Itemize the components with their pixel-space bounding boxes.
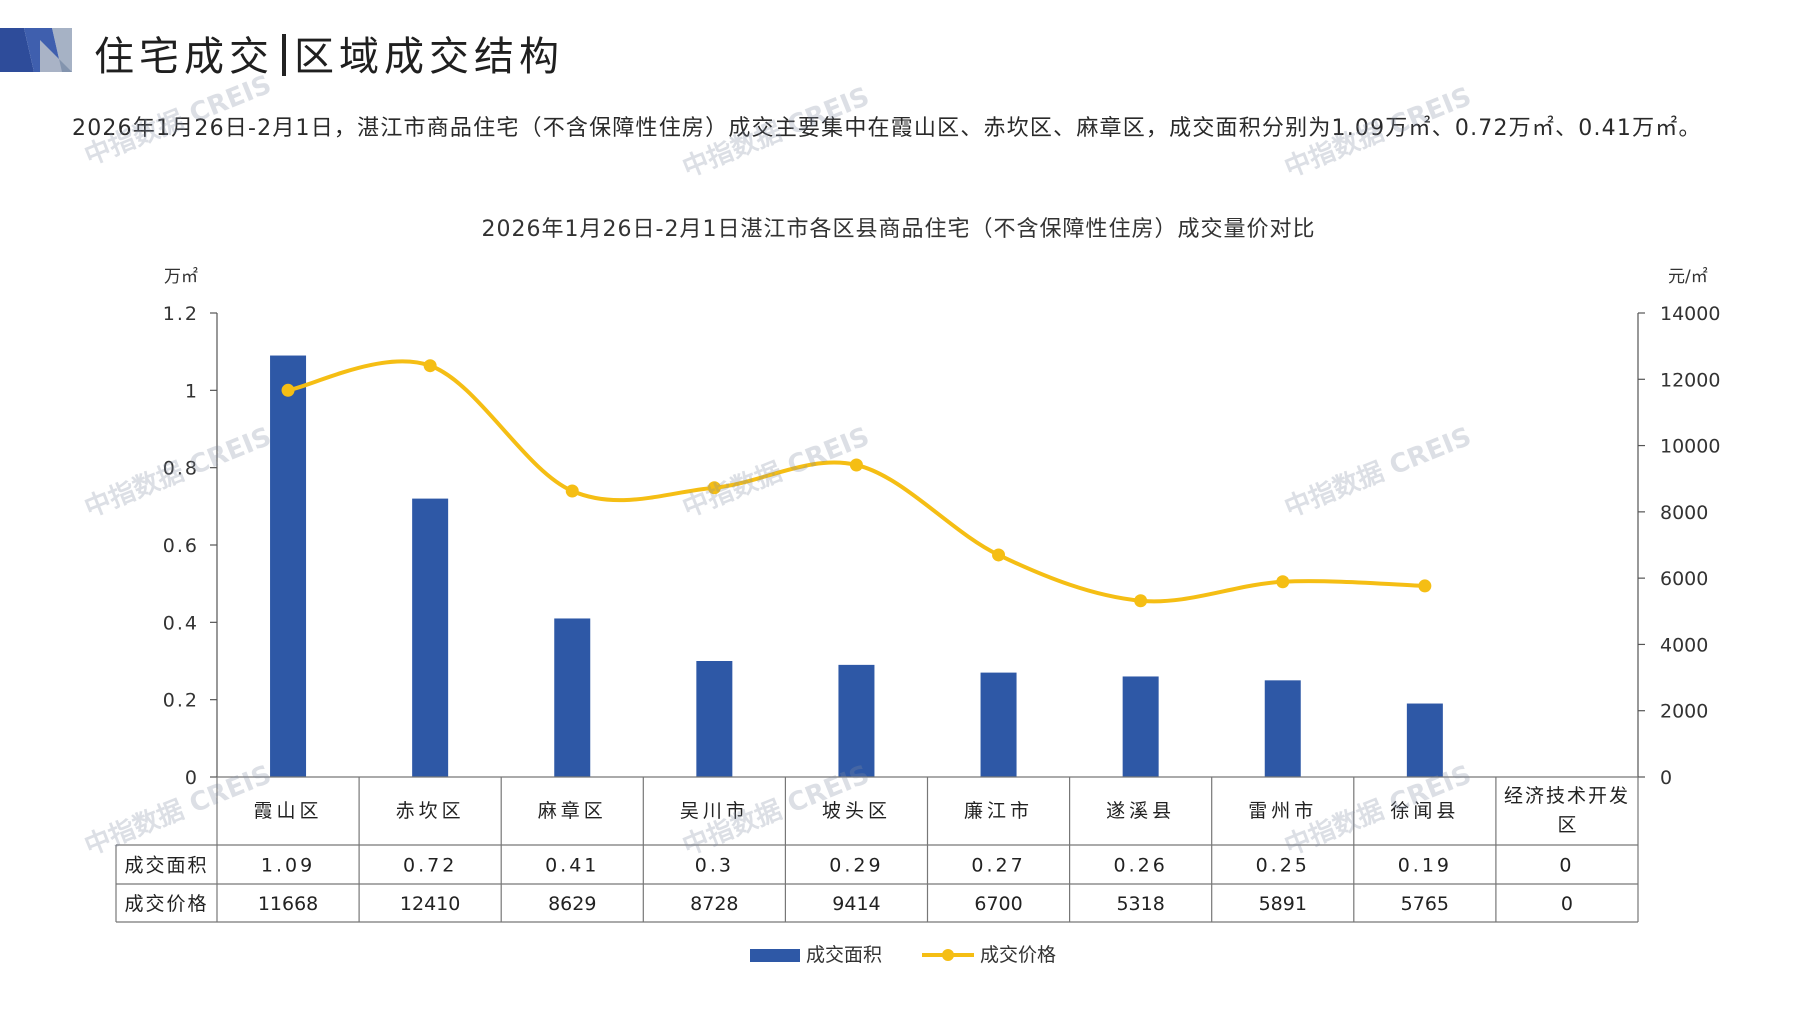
legend-label-price: 成交价格 [980,944,1057,966]
title-divider [282,34,286,76]
table-category-label: 赤坎区 [396,800,465,822]
left-tick-label: 0.8 [163,458,199,480]
price-point [565,484,579,498]
right-tick-label: 4000 [1660,634,1708,656]
table-category-label: 徐闻县 [1390,800,1459,822]
legend-item-price: 成交价格 [922,940,1056,967]
table-value: 5891 [1259,893,1307,915]
bar-成交面积 [838,664,875,777]
page-title-right: 区域成交结构 [294,34,564,80]
price-point [849,458,863,472]
right-tick-label: 10000 [1660,436,1720,458]
table-category-label: 霞山区 [254,800,323,822]
table-category-label: 雷州市 [1248,800,1317,822]
table-value: 12410 [400,893,460,915]
left-tick-label: 0.6 [163,535,199,557]
table-value: 5765 [1401,893,1449,915]
page-title: 住宅成交 区域成交结构 [94,24,564,82]
price-point [1134,594,1148,608]
price-line [287,359,1425,604]
legend-item-area: 成交面积 [750,940,882,967]
right-tick-label: 6000 [1660,568,1708,590]
bar-成交面积 [412,498,449,777]
table-value: 9414 [832,893,880,915]
table-value: 0 [1559,855,1574,877]
table-category-label: 麻章区 [538,800,607,822]
header-logo-icon [0,28,72,72]
bar-成交面积 [1122,676,1159,777]
price-point [707,481,721,495]
table-value: 0.26 [1113,855,1167,877]
table-value: 0.25 [1256,855,1310,877]
page-header: 住宅成交 区域成交结构 [0,22,620,82]
chart-title: 2026年1月26日-2月1日湛江市各区县商品住宅（不含保障性住房）成交量价对比 [481,217,1316,242]
table-value: 0.41 [545,855,599,877]
bar-成交面积 [980,672,1017,777]
left-axis-unit: 万㎡ [164,267,198,287]
table-value: 0.72 [403,855,457,877]
page-title-left: 住宅成交 [94,34,274,80]
bar-成交面积 [270,355,307,777]
left-tick-label: 0 [185,767,199,789]
price-point [281,383,295,397]
bar-成交面积 [696,661,733,777]
right-axis-unit: 元/㎡ [1668,267,1708,287]
table-category-label: 廉江市 [964,800,1033,822]
table-value: 8629 [548,893,596,915]
table-value: 0.29 [829,855,883,877]
right-tick-label: 8000 [1660,502,1708,524]
price-point [1418,579,1432,593]
table-value: 11668 [258,893,318,915]
left-tick-label: 0.2 [163,690,199,712]
table-category-label: 区 [1557,814,1576,836]
right-tick-label: 12000 [1660,369,1720,391]
price-point [1276,575,1290,589]
table-row-label: 成交面积 [124,855,208,877]
legend-label-area: 成交面积 [806,944,883,966]
table-category-label: 吴川市 [680,800,749,822]
bar-成交面积 [554,618,591,777]
table-row-label: 成交价格 [124,893,208,915]
table-value: 0 [1561,893,1573,915]
table-category-label: 遂溪县 [1106,800,1175,822]
left-tick-label: 1 [185,380,199,402]
table-value: 0.3 [695,855,734,877]
table-category-label: 坡头区 [822,800,891,822]
summary-text: 2026年1月26日-2月1日，湛江市商品住宅（不含保障性住房）成交主要集中在霞… [72,116,1702,141]
right-tick-label: 14000 [1660,303,1720,325]
legend-line-swatch-icon [922,949,974,961]
left-tick-label: 1.2 [163,303,199,325]
right-tick-label: 0 [1660,767,1672,789]
table-value: 0.19 [1398,855,1452,877]
table-value: 8728 [690,893,738,915]
table-category-label: 经济技术开发 [1504,785,1630,807]
bar-成交面积 [1264,680,1301,777]
legend-bar-swatch-icon [750,949,800,962]
left-tick-label: 0.4 [163,612,199,634]
price-point [992,548,1006,562]
bar-成交面积 [1406,703,1443,777]
table-value: 6700 [974,893,1022,915]
table-value: 0.27 [971,855,1025,877]
table-value: 5318 [1116,893,1164,915]
right-tick-label: 2000 [1660,701,1708,723]
price-point [423,359,437,373]
table-value: 1.09 [261,855,315,877]
